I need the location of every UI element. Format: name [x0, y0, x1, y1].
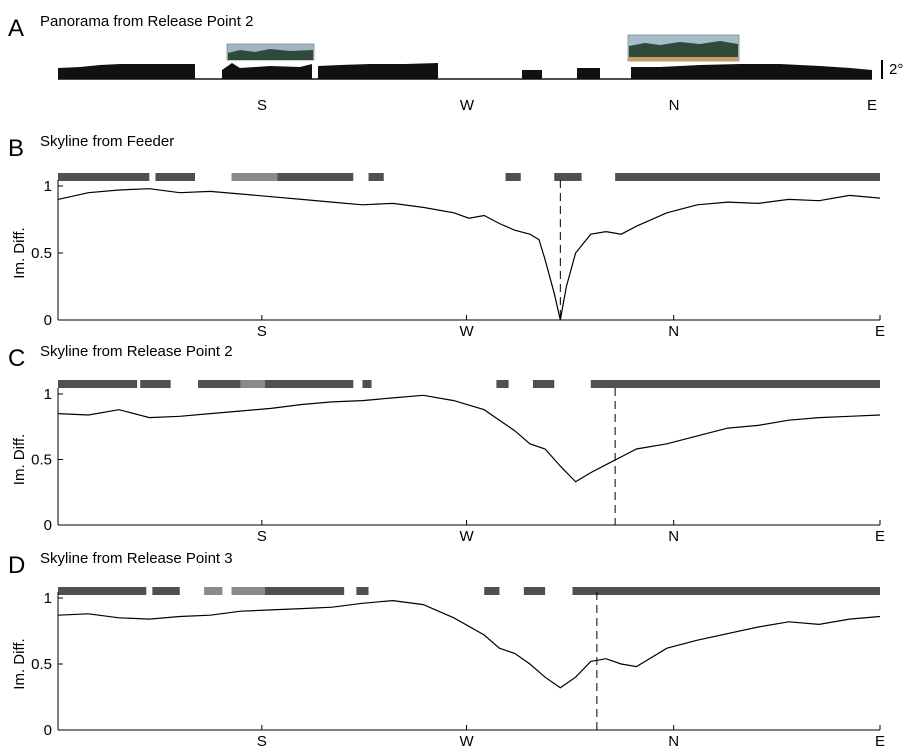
- compass-label: E: [867, 97, 877, 114]
- scale-label: 2°: [889, 61, 903, 78]
- segment-bar: [58, 173, 150, 181]
- y-tick-label: 0.5: [31, 245, 52, 262]
- panel-d: D Skyline from Release Point 3 0 0.5 1 S W N E…: [8, 550, 885, 750]
- segment-bar: [198, 380, 241, 388]
- segment-bar: [152, 587, 180, 595]
- x-tick-label: S: [257, 323, 267, 340]
- segment-bar: [505, 173, 521, 181]
- y-tick-label: 0.5: [31, 656, 52, 673]
- y-tick-label: 1: [44, 178, 52, 195]
- x-tick-label: W: [459, 528, 474, 545]
- y-tick-label: 0: [44, 517, 52, 534]
- panel-b-title: Skyline from Feeder: [40, 133, 174, 150]
- panel-d-title: Skyline from Release Point 3: [40, 550, 233, 567]
- segment-bar: [240, 380, 266, 388]
- x-tick-label: N: [668, 323, 679, 340]
- image-difference-curve: [57, 599, 881, 689]
- x-tick-label: N: [668, 733, 679, 750]
- panel-a: A Panorama from Release Point 2 2° S W N…: [8, 13, 903, 114]
- skyline-plot-release-point-2: 0 0.5 1 S W N E Im. Diff.: [11, 380, 885, 545]
- x-tick-label: S: [257, 733, 267, 750]
- segment-bar: [265, 587, 345, 595]
- panel-b: B Skyline from Feeder 0 0.5 1 S W N E Im. Diff.: [8, 133, 885, 340]
- segment-bar: [277, 173, 354, 181]
- y-axis-label: Im. Diff.: [11, 227, 28, 278]
- panel-a-title: Panorama from Release Point 2: [40, 13, 253, 30]
- y-tick-label: 0: [44, 312, 52, 329]
- x-tick-label: N: [668, 528, 679, 545]
- compass-label: S: [257, 97, 267, 114]
- segment-bar: [532, 380, 555, 388]
- skyline-plot-feeder: 0 0.5 1 S W N E Im. Diff.: [11, 173, 885, 340]
- x-tick-label: E: [875, 323, 885, 340]
- y-tick-label: 0: [44, 722, 52, 739]
- segment-bar: [58, 380, 138, 388]
- skyline-plot-release-point-3: 0 0.5 1 S W N E Im. Diff.: [11, 587, 885, 750]
- segment-bar: [523, 587, 546, 595]
- x-tick-label: W: [459, 323, 474, 340]
- segment-bar: [554, 173, 582, 181]
- segment-bar: [231, 587, 266, 595]
- panel-a-label: A: [8, 15, 24, 42]
- x-tick-label: E: [875, 733, 885, 750]
- segment-bar: [204, 587, 223, 595]
- segment-bar: [58, 587, 147, 595]
- y-axis-label: Im. Diff.: [11, 434, 28, 485]
- scale-bar: 2°: [881, 60, 903, 79]
- panel-c-title: Skyline from Release Point 2: [40, 343, 233, 360]
- forest-photo-icon: [226, 43, 315, 61]
- panel-c-label: C: [8, 345, 25, 372]
- segment-bar: [265, 380, 354, 388]
- segment-bar: [155, 173, 195, 181]
- segment-bar: [615, 173, 880, 181]
- segment-bar: [590, 380, 880, 388]
- panel-a-compass: S W N E: [257, 97, 877, 114]
- y-tick-label: 1: [44, 590, 52, 607]
- x-tick-label: E: [875, 528, 885, 545]
- compass-label: N: [669, 97, 680, 114]
- forest-photo-icon: [627, 34, 740, 62]
- segment-bar: [496, 380, 509, 388]
- y-tick-label: 0.5: [31, 452, 52, 469]
- segment-bar: [368, 173, 384, 181]
- image-difference-curve: [57, 188, 881, 321]
- segment-bar: [356, 587, 369, 595]
- x-tick-label: S: [257, 528, 267, 545]
- y-tick-label: 1: [44, 386, 52, 403]
- x-tick-label: W: [459, 733, 474, 750]
- y-axis-label: Im. Diff.: [11, 638, 28, 689]
- image-difference-curve: [57, 394, 881, 483]
- segment-bar: [231, 173, 278, 181]
- panel-c: C Skyline from Release Point 2 0 0.5 1 S W N E…: [8, 343, 885, 545]
- compass-label: W: [460, 97, 475, 114]
- segment-bar: [140, 380, 171, 388]
- panorama-skyline: [58, 63, 872, 80]
- segment-bar: [572, 587, 880, 595]
- panel-d-label: D: [8, 552, 25, 579]
- segment-bar: [362, 380, 372, 388]
- skyline-silhouette: [58, 63, 872, 79]
- panel-b-label: B: [8, 135, 24, 162]
- segment-bar: [484, 587, 500, 595]
